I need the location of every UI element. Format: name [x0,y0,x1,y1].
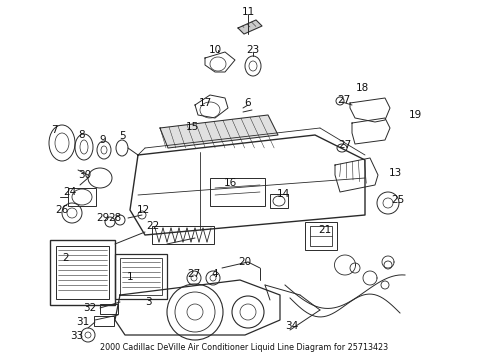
Text: 22: 22 [146,221,159,231]
Text: 27: 27 [337,95,350,105]
Text: 29: 29 [96,213,109,223]
Text: 1: 1 [126,272,133,282]
Bar [94,316,114,326]
Bar [56,246,109,299]
Text: 7: 7 [51,125,57,135]
Text: 34: 34 [285,321,298,331]
Text: 26: 26 [55,205,68,215]
Text: 32: 32 [83,303,97,313]
Text: 11: 11 [241,7,254,17]
Text: 33: 33 [70,331,83,341]
Text: 18: 18 [355,83,368,93]
Text: 25: 25 [390,195,404,205]
Polygon shape [160,115,278,148]
Text: 4: 4 [211,269,218,279]
Text: 30: 30 [78,170,91,180]
Text: 10: 10 [208,45,221,55]
Text: 2000 Cadillac DeVille Air Conditioner Liquid Line Diagram for 25713423: 2000 Cadillac DeVille Air Conditioner Li… [100,343,388,352]
Bar [120,258,162,295]
Text: 2: 2 [62,253,69,263]
Text: 15: 15 [185,122,198,132]
Bar [309,226,331,246]
Bar [152,226,214,244]
Text: 21: 21 [318,225,331,235]
Polygon shape [238,20,262,34]
Text: 23: 23 [246,45,259,55]
Text: 3: 3 [144,297,151,307]
Bar [115,254,167,299]
Text: 31: 31 [76,317,89,327]
Text: 27: 27 [338,140,351,150]
Text: 24: 24 [63,187,77,197]
Bar [100,304,118,314]
Bar [209,178,264,206]
Text: 5: 5 [119,131,125,141]
Text: 6: 6 [244,98,251,108]
Text: 17: 17 [198,98,211,108]
Text: 12: 12 [136,205,149,215]
Bar [68,188,96,206]
Text: 16: 16 [223,178,236,188]
Text: 27: 27 [187,269,200,279]
Text: 9: 9 [100,135,106,145]
Bar [305,222,336,250]
Bar [269,194,287,208]
Text: 19: 19 [407,110,421,120]
Text: 20: 20 [238,257,251,267]
Bar [50,240,115,305]
Text: 8: 8 [79,130,85,140]
Text: 14: 14 [276,189,289,199]
Text: 13: 13 [387,168,401,178]
Text: 28: 28 [108,213,122,223]
